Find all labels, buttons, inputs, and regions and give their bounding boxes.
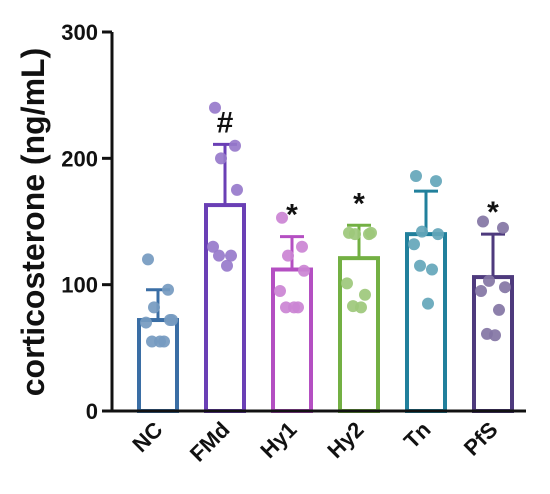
data-point — [166, 314, 178, 327]
data-point — [209, 101, 221, 114]
data-point — [221, 259, 233, 272]
data-point — [274, 284, 286, 297]
data-point — [349, 228, 361, 241]
data-point — [225, 249, 237, 262]
x-category-label: PfS — [459, 417, 503, 461]
bar — [204, 203, 246, 413]
bar-group-tn — [405, 170, 447, 413]
y-tick-label: 0 — [86, 399, 98, 424]
data-point — [432, 228, 444, 241]
data-point — [499, 281, 511, 294]
data-point — [493, 303, 505, 316]
data-point — [213, 249, 225, 262]
data-point — [416, 225, 428, 238]
data-point — [475, 284, 487, 297]
bar — [472, 275, 514, 413]
data-point — [489, 329, 501, 342]
data-point — [296, 240, 308, 253]
bar-group-fmd: # — [204, 101, 246, 413]
x-category-label: Hy1 — [255, 417, 301, 463]
bar-group-nc — [137, 253, 179, 414]
data-point — [408, 238, 420, 251]
significance-marker: * — [353, 187, 365, 220]
data-point — [410, 170, 422, 183]
x-category-label: FMd — [185, 417, 235, 467]
significance-marker: * — [487, 196, 499, 229]
y-tick-label: 100 — [61, 273, 98, 298]
data-point — [282, 249, 294, 262]
data-point — [414, 259, 426, 272]
y-tick-label: 200 — [61, 146, 98, 171]
data-point — [148, 301, 160, 314]
data-point — [298, 264, 310, 277]
data-point — [229, 139, 241, 152]
x-axis: NC FMd Hy1 Hy2 Tn PfS — [110, 409, 526, 467]
x-category-label: Hy2 — [322, 417, 368, 463]
significance-marker: # — [217, 106, 234, 139]
data-point — [154, 335, 166, 348]
x-category-label: NC — [127, 417, 167, 457]
bar-group-pfs: * — [472, 196, 514, 413]
data-point — [422, 297, 434, 310]
data-point — [355, 301, 367, 314]
data-point — [359, 288, 371, 301]
y-axis-title: corticosterone (ng/mL) — [15, 48, 51, 396]
y-tick-label: 300 — [61, 20, 98, 45]
data-point — [483, 274, 495, 287]
data-point — [162, 283, 174, 296]
x-category-label: Tn — [399, 417, 436, 454]
data-point — [426, 263, 438, 276]
bars-layer: # * * * — [137, 101, 514, 414]
data-point — [231, 183, 243, 196]
data-point — [288, 301, 300, 314]
data-point — [140, 316, 152, 329]
bar-group-hy2: * — [338, 187, 380, 413]
data-point — [477, 215, 489, 228]
data-point — [341, 277, 353, 290]
significance-marker: * — [286, 199, 298, 232]
data-point — [430, 175, 442, 188]
data-point — [365, 226, 377, 239]
data-point — [215, 152, 227, 165]
data-point — [497, 221, 509, 234]
y-axis: 0 100 200 300 — [61, 20, 114, 424]
data-point — [276, 211, 288, 224]
data-point — [207, 240, 219, 253]
bar-group-hy1: * — [271, 199, 313, 413]
bar — [137, 318, 179, 414]
data-point — [142, 253, 154, 266]
bar — [405, 232, 447, 413]
